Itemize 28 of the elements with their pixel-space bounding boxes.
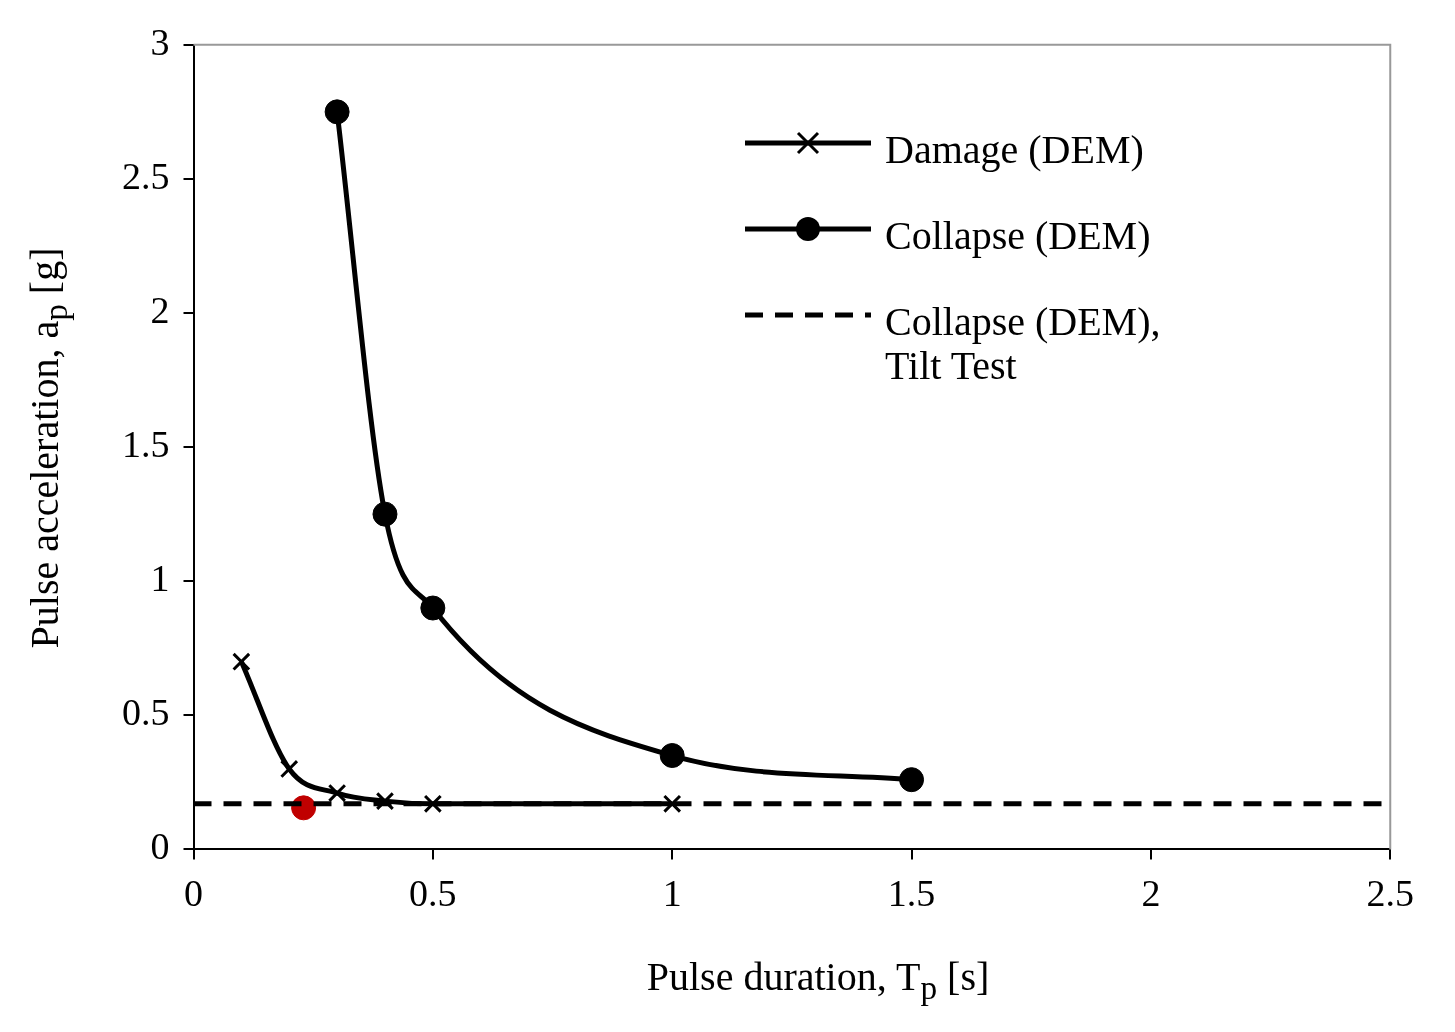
point — [279, 759, 299, 779]
point — [423, 794, 443, 814]
point — [324, 99, 350, 125]
point — [899, 767, 925, 793]
y-tick-label: 0.5 — [122, 691, 170, 734]
legend-label: Collapse (DEM), Tilt Test — [885, 299, 1162, 388]
y-tick-label: 1 — [150, 557, 170, 600]
legend-label: Damage (DEM) — [885, 127, 1144, 172]
x-tick-label: 0.5 — [409, 872, 457, 915]
y-tick-label: 0 — [150, 825, 170, 868]
x-tick-label: 1 — [662, 872, 682, 915]
y-tick-label: 2.5 — [122, 154, 170, 197]
x-tick-label: 2 — [1141, 872, 1161, 915]
y-tick-label: 1.5 — [122, 423, 170, 466]
x-tick-label: 2.5 — [1366, 872, 1414, 915]
point — [659, 743, 685, 769]
legend-label: Collapse (DEM) — [885, 213, 1151, 258]
point — [420, 595, 446, 621]
point — [375, 791, 395, 811]
point — [372, 501, 398, 527]
y-tick-label: 3 — [150, 20, 170, 63]
point — [232, 652, 251, 671]
point — [327, 783, 347, 803]
x-tick-label: 1.5 — [887, 872, 936, 915]
point — [662, 794, 682, 814]
y-tick-label: 2 — [150, 288, 170, 331]
x-axis-title: Pulse duration, T$_{p}$ [s] — [645, 953, 991, 1007]
x-tick-label: 0 — [184, 872, 203, 915]
